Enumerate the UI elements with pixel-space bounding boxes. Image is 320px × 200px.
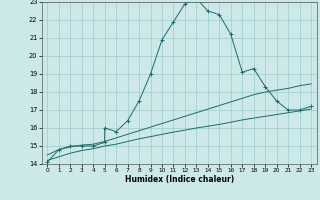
X-axis label: Humidex (Indice chaleur): Humidex (Indice chaleur) xyxy=(124,175,234,184)
